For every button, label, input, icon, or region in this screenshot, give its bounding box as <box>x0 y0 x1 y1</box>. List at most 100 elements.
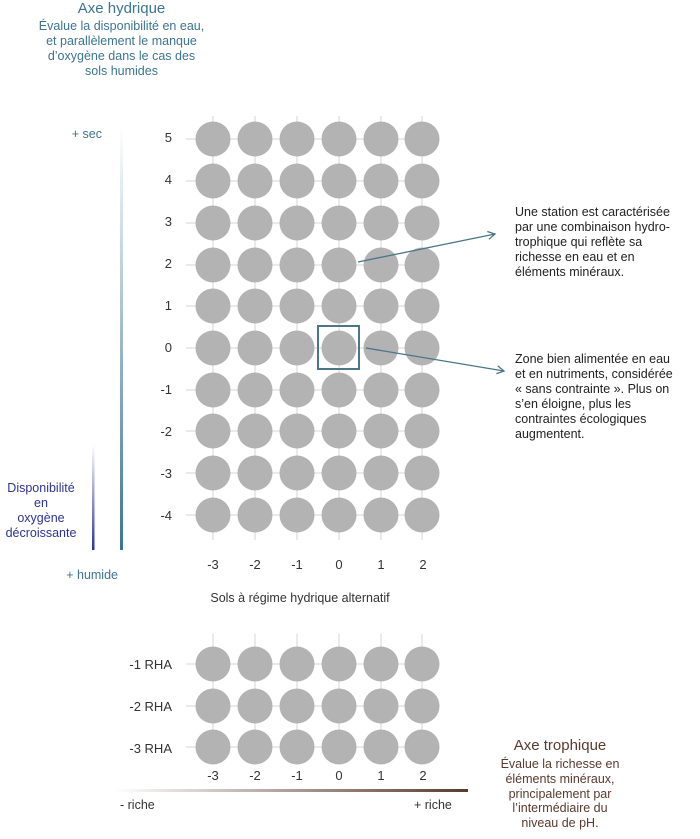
station-dot <box>363 330 399 366</box>
hydric-level-label: 1 <box>164 298 172 313</box>
trophic-level-label: 1 <box>377 557 385 572</box>
station-dot <box>195 163 231 199</box>
rha-station-dot <box>237 729 273 765</box>
annotation-zone: Zone bien alimentée en eau et en nutrime… <box>515 352 700 442</box>
rha-trophic-level-label: 1 <box>377 768 385 783</box>
rha-station-dot <box>195 688 231 724</box>
station-dot <box>237 330 273 366</box>
station-dot <box>279 413 315 449</box>
trophic-level-label: 0 <box>335 557 343 572</box>
annotation-line: contraintes écologiques <box>515 412 647 426</box>
station-dot <box>321 121 357 157</box>
station-dot <box>404 163 440 199</box>
station-dot <box>279 163 315 199</box>
hydric-axis-title: Axe hydrique <box>77 0 166 17</box>
rha-station-dot <box>279 688 315 724</box>
hydric-desc-line: sols humides <box>85 64 158 78</box>
arrow-zone <box>365 347 506 375</box>
station-dot <box>404 372 440 408</box>
trophic-desc-line: principalement par <box>508 786 612 801</box>
trophic-level-label: 2 <box>419 557 427 572</box>
rha-title: Sols à régime hydrique alternatif <box>210 591 390 605</box>
station-dot <box>404 288 440 324</box>
annotation-line: et en nutriments, considérée <box>515 367 673 381</box>
rha-station-dot <box>237 646 273 682</box>
dry-label: + sec <box>71 127 102 141</box>
station-dot <box>237 121 273 157</box>
station-dot <box>363 247 399 283</box>
annotation-line: augmentent. <box>515 427 585 441</box>
rha-trophic-level-label: 2 <box>419 768 427 783</box>
annotation-line: Une station est caractérisée <box>515 205 670 219</box>
station-dot <box>279 497 315 533</box>
station-dot <box>404 330 440 366</box>
hydric-axis-bar <box>120 125 123 550</box>
station-dot <box>363 121 399 157</box>
station-dot <box>237 455 273 491</box>
trophic-desc-line: l’intermédiaire du <box>512 801 608 816</box>
oxygen-label-line: décroissante <box>5 526 77 540</box>
station-dot <box>279 455 315 491</box>
rha-station-dot <box>279 729 315 765</box>
annotation-station: Une station est caractérisée par une com… <box>515 205 700 280</box>
station-dot <box>404 247 440 283</box>
rha-station-dot <box>363 729 399 765</box>
trophic-axis-title: Axe trophique <box>513 737 607 754</box>
station-dot <box>195 455 231 491</box>
station-dot <box>363 205 399 241</box>
trophic-desc-line: Évalue la richesse en <box>500 757 620 771</box>
station-dot <box>195 288 231 324</box>
station-dot <box>195 413 231 449</box>
oxygen-label: Disponibilité en oxygène décroissante <box>0 481 82 541</box>
trophic-desc-line: éléments minéraux, <box>505 771 615 786</box>
station-dot <box>363 497 399 533</box>
rha-level-label: -2 RHA <box>129 699 172 714</box>
station-dot <box>404 413 440 449</box>
rha-station-dot <box>321 688 357 724</box>
arrow-station <box>357 230 497 263</box>
station-dot <box>321 455 357 491</box>
rha-station-dot <box>404 729 440 765</box>
hydric-axis-description: Évalue la disponibilité en eau, et paral… <box>0 19 243 79</box>
station-dot <box>279 121 315 157</box>
rha-station-dot <box>195 646 231 682</box>
trophic-desc-line: niveau de pH. <box>521 816 599 831</box>
station-dot <box>279 247 315 283</box>
rha-station-dot <box>404 646 440 682</box>
station-dot <box>279 330 315 366</box>
station-dot <box>321 497 357 533</box>
annotation-line: richesse en eau et en <box>515 250 635 264</box>
hydric-desc-line: et parallèlement le manque <box>46 34 197 48</box>
trophic-level-label: -3 <box>207 557 219 572</box>
station-dot <box>195 372 231 408</box>
highlight-box <box>317 325 360 370</box>
station-dot <box>237 163 273 199</box>
hydric-desc-line: d’oxygène dans le cas des <box>47 49 196 63</box>
rha-station-dot <box>321 646 357 682</box>
annotation-line: s’en éloigne, plus les <box>515 397 632 411</box>
trophic-axis-bar <box>115 789 468 792</box>
rha-level-label: -1 RHA <box>129 657 172 672</box>
rha-trophic-level-label: -1 <box>291 768 303 783</box>
rha-trophic-level-label: 0 <box>335 768 343 783</box>
station-dot <box>321 247 357 283</box>
annotation-line: Zone bien alimentée en eau <box>515 352 670 366</box>
station-dot <box>237 372 273 408</box>
rha-trophic-level-label: -3 <box>207 768 219 783</box>
station-dot <box>363 288 399 324</box>
hydric-level-label: 4 <box>164 172 172 187</box>
station-dot <box>279 372 315 408</box>
station-dot <box>321 372 357 408</box>
station-dot <box>321 163 357 199</box>
station-dot <box>195 497 231 533</box>
hydric-level-label: -4 <box>160 508 172 523</box>
station-dot <box>363 455 399 491</box>
oxygen-label-line: oxygène <box>17 511 65 525</box>
hydric-level-label: -3 <box>160 466 172 481</box>
station-dot <box>195 205 231 241</box>
hydric-level-label: 5 <box>164 130 172 145</box>
station-dot <box>363 163 399 199</box>
wet-label: + humide <box>66 568 118 582</box>
station-dot <box>195 330 231 366</box>
oxygen-axis-bar <box>92 445 95 550</box>
